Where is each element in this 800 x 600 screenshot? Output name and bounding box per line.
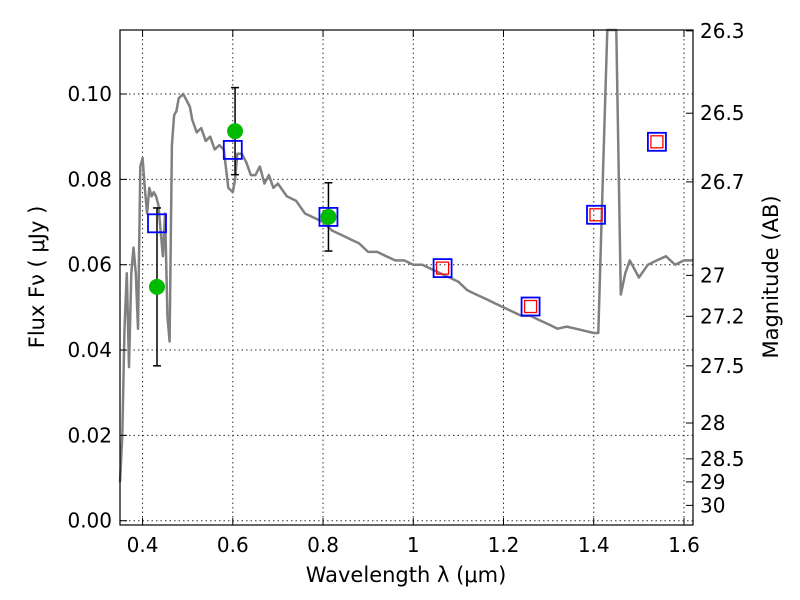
- y2-axis-title: Magnitude (AB): [759, 195, 783, 358]
- y-tick-label: 0.08: [67, 167, 112, 191]
- model-flux-square: [586, 204, 606, 225]
- y2-tick-label: 29: [700, 470, 725, 494]
- x-tick-label: 0.8: [307, 533, 339, 557]
- x-tick-label: 0.4: [127, 533, 159, 557]
- y2-tick-label: 27.2: [700, 304, 745, 328]
- photometry-layer: [147, 86, 667, 367]
- y-axis-title: Flux Fν ( μJy ): [25, 206, 49, 349]
- y2-tick-label: 28.5: [700, 447, 745, 471]
- y2-tick-label: 27: [700, 263, 725, 287]
- model-flux-square: [318, 207, 339, 227]
- y-tick-label: 0.04: [67, 338, 112, 362]
- y2-tick-label: 26.7: [700, 170, 745, 194]
- model-flux-square: [432, 258, 453, 279]
- observed-flux-point: [320, 208, 337, 225]
- y2-tick-label: 27.5: [700, 354, 745, 378]
- x-axis-title: Wavelength λ (μm): [306, 563, 507, 587]
- y-tick-label: 0.06: [67, 253, 112, 277]
- y2-tick-label: 26.5: [700, 101, 745, 125]
- observed-flux-point: [227, 123, 244, 140]
- tick-layer: 0.4 0.6 0.8 1 1.2 1.4 1.6 0.00 0.02 0.04 0.06 0.08 0…: [67, 19, 744, 557]
- x-tick-label: 1.6: [668, 533, 700, 557]
- upper-limit-square: [650, 135, 664, 149]
- y-tick-label: 0.02: [67, 423, 112, 447]
- y2-tick-label: 26.3: [700, 19, 745, 43]
- model-flux-square: [520, 296, 541, 317]
- plot-frame: [119, 29, 694, 526]
- upper-limit-square: [435, 261, 450, 275]
- model-flux-square: [147, 213, 167, 234]
- upper-limit-square: [523, 299, 538, 314]
- y2-tick-label: 28: [700, 411, 725, 435]
- x-tick-label: 1.2: [488, 533, 520, 557]
- model-flux-square: [222, 140, 243, 160]
- model-spectrum-layer: [118, 28, 693, 483]
- model-spectrum-line: [118, 28, 693, 483]
- x-tick-label: 1.4: [578, 533, 610, 557]
- model-flux-square: [647, 131, 667, 152]
- x-tick-label: 0.6: [217, 533, 249, 557]
- x-tick-label: 1: [407, 533, 420, 557]
- observed-flux-point: [148, 278, 165, 295]
- upper-limit-square: [589, 208, 603, 222]
- y-tick-label: 0.00: [67, 509, 112, 533]
- grid-layer: [120, 30, 693, 525]
- y-tick-label: 0.10: [67, 82, 112, 106]
- y2-tick-label: 30: [700, 493, 725, 517]
